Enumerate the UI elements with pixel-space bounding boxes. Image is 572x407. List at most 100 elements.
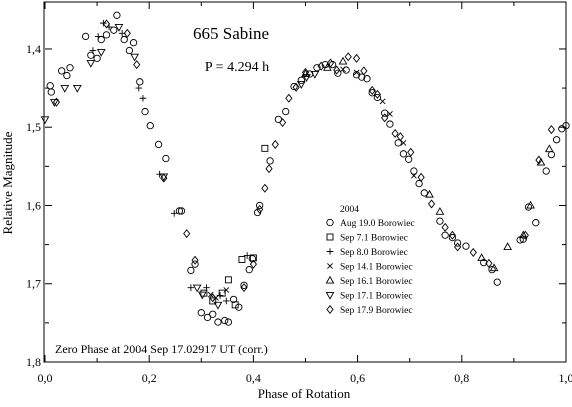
data-point-circle bbox=[82, 33, 88, 39]
data-point-diamond bbox=[103, 20, 109, 28]
legend-label: Aug 19.0 Borowiec bbox=[340, 219, 415, 229]
data-point-square bbox=[239, 256, 245, 262]
legend-label: Sep 8.0 Borowiec bbox=[340, 248, 408, 258]
data-point-circle bbox=[114, 12, 120, 18]
data-point-circle bbox=[47, 83, 53, 89]
data-point-circle bbox=[67, 65, 73, 71]
data-point-circle bbox=[559, 126, 565, 132]
data-point-diamond bbox=[429, 200, 435, 208]
data-point-circle bbox=[64, 72, 70, 78]
legend: 2004 Aug 19.0 Borowiec Sep 7.1 Borowiec Sep… bbox=[326, 205, 414, 316]
data-point-diamond bbox=[262, 184, 268, 192]
legend-title: 2004 bbox=[340, 205, 359, 215]
data-point-triangle-up bbox=[504, 243, 511, 249]
series-triangle-down bbox=[41, 24, 318, 308]
data-point-circle bbox=[147, 122, 153, 128]
data-point-plus bbox=[223, 298, 230, 305]
legend-item: Sep 7.1 Borowiec bbox=[327, 234, 408, 244]
data-point-triangle-down bbox=[87, 60, 94, 66]
data-point-circle bbox=[246, 266, 252, 272]
data-point-circle bbox=[533, 219, 539, 225]
plot-frame bbox=[44, 2, 566, 362]
legend-marker-diamond bbox=[327, 306, 333, 314]
legend-label: Sep 7.1 Borowiec bbox=[340, 234, 408, 244]
data-point-circle bbox=[400, 151, 406, 157]
data-point-circle bbox=[98, 36, 104, 42]
data-point-triangle-up bbox=[339, 58, 346, 64]
data-point-circle bbox=[267, 158, 273, 164]
data-point-circle bbox=[283, 108, 289, 114]
data-point-circle bbox=[103, 32, 109, 38]
data-point-diamond bbox=[184, 230, 190, 238]
legend-marker-triangle-down bbox=[326, 292, 333, 298]
x-tick-label: 0,0 bbox=[38, 371, 53, 385]
data-point-triangle-down bbox=[115, 24, 122, 30]
legend-item: Sep 17.1 Borowiec bbox=[326, 292, 412, 302]
data-point-diamond bbox=[345, 53, 351, 61]
legend-marker-x bbox=[327, 263, 332, 268]
data-point-diamond bbox=[354, 55, 360, 63]
data-point-diamond bbox=[280, 119, 286, 127]
data-point-triangle-down bbox=[41, 117, 48, 123]
series-diamond bbox=[53, 20, 554, 302]
data-point-circle bbox=[405, 156, 411, 162]
data-point-circle bbox=[543, 168, 549, 174]
data-point-circle bbox=[188, 267, 194, 273]
data-point-triangle-down bbox=[98, 49, 105, 55]
data-point-diamond bbox=[455, 243, 461, 251]
data-point-plus bbox=[90, 47, 97, 54]
data-point-triangle-up bbox=[546, 145, 553, 151]
data-point-diamond bbox=[318, 62, 324, 70]
data-point-triangle-down bbox=[194, 285, 201, 291]
data-point-diamond bbox=[470, 249, 476, 257]
x-axis-title: Phase of Rotation bbox=[258, 386, 351, 401]
data-point-plus bbox=[140, 95, 147, 102]
data-point-circle bbox=[463, 243, 469, 249]
data-point-circle bbox=[58, 68, 64, 74]
x-tick-label: 0,4 bbox=[246, 371, 261, 385]
chart-title: 665 Sabine bbox=[193, 24, 269, 43]
legend-marker-square bbox=[327, 234, 333, 240]
zero-phase-annotation: Zero Phase at 2004 Sep 17.02917 UT (corr… bbox=[55, 342, 268, 356]
data-point-circle bbox=[48, 89, 54, 95]
data-point-triangle-down bbox=[74, 85, 81, 91]
legend-label: Sep 14.1 Borowiec bbox=[340, 263, 413, 273]
data-point-diamond bbox=[272, 141, 278, 149]
data-point-circle bbox=[215, 319, 221, 325]
data-point-circle bbox=[126, 47, 132, 53]
data-point-circle bbox=[437, 218, 443, 224]
data-point-triangle-down bbox=[199, 292, 206, 298]
data-point-circle bbox=[449, 234, 455, 240]
x-tick-label: 1,0 bbox=[559, 371, 572, 385]
data-point-square bbox=[262, 145, 268, 151]
data-point-diamond bbox=[442, 224, 448, 232]
data-point-triangle-down bbox=[61, 85, 68, 91]
y-axis-title: Relative Magnitude bbox=[0, 131, 15, 234]
data-point-diamond bbox=[266, 165, 272, 173]
y-tick-label: 1,8 bbox=[26, 355, 41, 369]
legend-label: Sep 17.1 Borowiec bbox=[340, 292, 413, 302]
data-point-circle bbox=[225, 319, 231, 325]
data-point-circle bbox=[210, 311, 216, 317]
x-tick-label: 0,2 bbox=[142, 371, 157, 385]
data-point-circle bbox=[130, 39, 136, 45]
data-point-diamond bbox=[192, 256, 198, 264]
data-point-plus bbox=[135, 85, 142, 92]
data-point-diamond bbox=[548, 126, 554, 134]
y-tick-label: 1,7 bbox=[26, 277, 41, 291]
data-point-diamond bbox=[286, 94, 292, 102]
legend-label: Sep 16.1 Borowiec bbox=[340, 277, 413, 287]
data-point-circle bbox=[121, 36, 127, 42]
data-point-circle bbox=[111, 27, 117, 33]
y-tick-label: 1,4 bbox=[26, 42, 41, 56]
data-point-circle bbox=[142, 108, 148, 114]
data-point-circle bbox=[222, 317, 228, 323]
y-tick-label: 1,6 bbox=[26, 198, 41, 212]
data-point-triangle-down bbox=[131, 54, 138, 60]
data-points bbox=[41, 12, 569, 325]
data-point-circle bbox=[442, 232, 448, 238]
data-point-triangle-up bbox=[436, 208, 443, 214]
